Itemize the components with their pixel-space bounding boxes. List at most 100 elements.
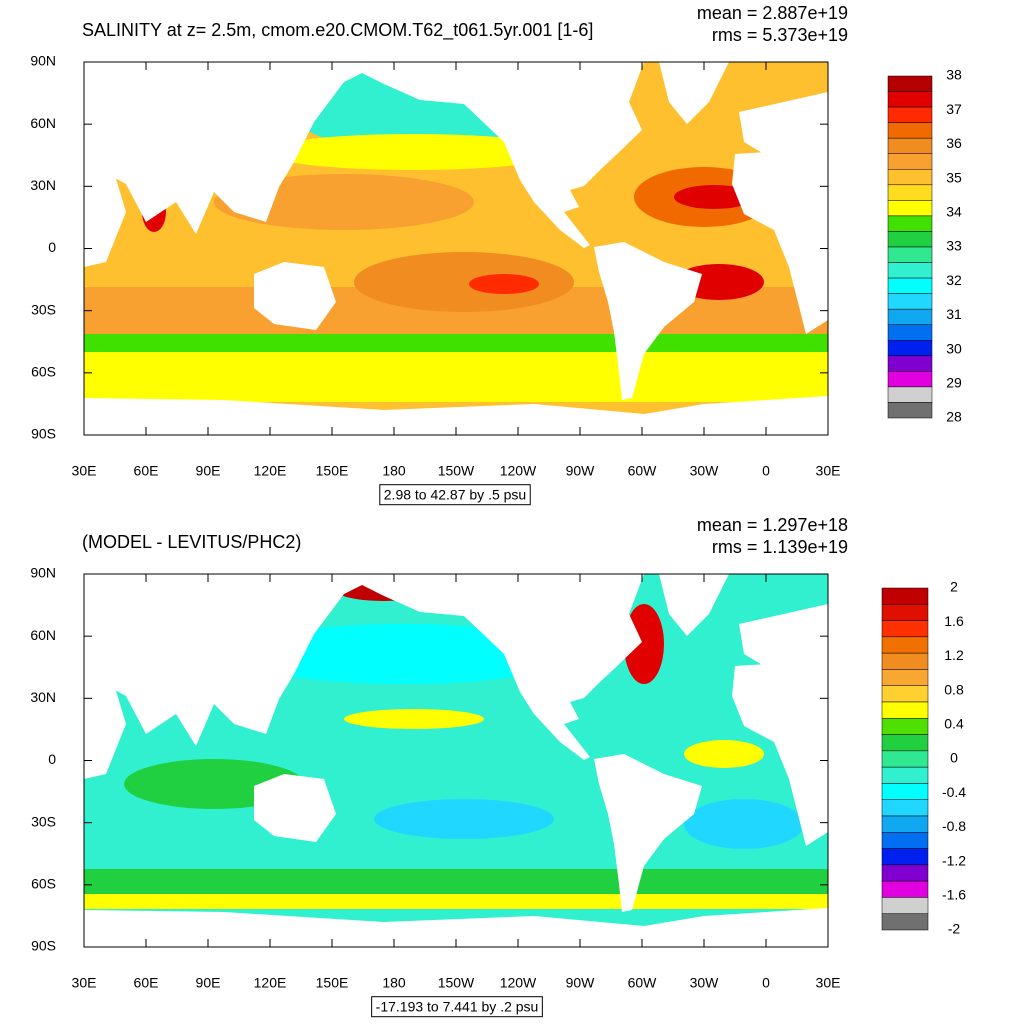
- contour-info-box: [379, 484, 531, 506]
- colorbar-label: 30: [946, 340, 962, 356]
- colorbar-box: [881, 669, 929, 686]
- colorbar-box: [881, 636, 929, 654]
- x-tick-label: 90E: [196, 463, 221, 479]
- colorbar-label: 1.2: [944, 647, 964, 663]
- x-tick-label: 180: [382, 463, 406, 479]
- contour-info: 2.98 to 42.87 by .5 psu: [379, 484, 531, 506]
- x-tick-label: 0: [762, 463, 770, 479]
- x-tick-label: 30W: [690, 463, 720, 479]
- colorbar-box: [881, 832, 929, 849]
- stat-text: mean = 1.297e+18: [697, 515, 848, 535]
- colorbar-box: [887, 200, 933, 217]
- colorbar-box: [887, 137, 933, 154]
- colorbar-box: [881, 897, 929, 914]
- colorbar-box: [881, 913, 929, 931]
- contour-info-text: 2.98 to 42.87 by .5 psu: [384, 487, 526, 503]
- x-tick-label: 120E: [254, 463, 287, 479]
- y-tick-label: 30N: [30, 689, 56, 705]
- ocean-patch: [264, 134, 564, 170]
- colorbar-box: [887, 91, 933, 108]
- x-tick-label: 150W: [438, 463, 475, 479]
- colorbar-box: [887, 324, 933, 341]
- colorbar-label: 31: [946, 306, 962, 322]
- colorbar-label: 33: [946, 238, 962, 254]
- stat-text: rms = 5.373e+19: [712, 25, 848, 45]
- colorbar-box: [887, 293, 933, 310]
- colorbar-box: [881, 783, 929, 800]
- colorbar-box: [887, 215, 933, 232]
- colorbar-label: 37: [946, 101, 962, 117]
- colorbar-label: 32: [946, 272, 962, 288]
- colorbar-label: -2: [948, 921, 961, 937]
- ocean-band: [84, 334, 828, 352]
- x-tick-label: 120W: [500, 463, 537, 479]
- contour-info-box: [371, 996, 543, 1018]
- contour-info: -17.193 to 7.441 by .2 psu: [371, 996, 543, 1018]
- y-tick-label: 0: [48, 239, 56, 255]
- colorbar-box: [887, 277, 933, 294]
- colorbar-box: [881, 848, 929, 866]
- colorbar-label: 29: [946, 375, 962, 391]
- colorbar-label: 0.8: [944, 681, 964, 697]
- x-tick-label: 90W: [566, 975, 596, 991]
- colorbar-box: [887, 231, 933, 248]
- stat-text: rms = 1.139e+19: [712, 537, 848, 557]
- x-tick-label: 30E: [72, 463, 97, 479]
- colorbar-label: 2: [950, 579, 958, 595]
- colorbar-label: -1.2: [942, 852, 966, 868]
- colorbar-label: 36: [946, 135, 962, 151]
- ocean-patch: [684, 799, 804, 849]
- x-tick-label: 0: [762, 975, 770, 991]
- colorbar-box: [881, 799, 929, 817]
- ocean-patch: [354, 252, 574, 312]
- ocean-patch: [469, 274, 539, 294]
- colorbar-box: [887, 184, 933, 201]
- panel-title: SALINITY at z= 2.5m, cmom.e20.CMOM.T62_t…: [82, 20, 593, 41]
- colorbar-box: [881, 587, 929, 605]
- y-tick-label: 90N: [30, 53, 56, 69]
- ocean-patch: [684, 740, 764, 768]
- y-tick-label: 0: [48, 751, 56, 767]
- colorbar-label: 28: [946, 409, 962, 425]
- colorbar-label: 0: [950, 750, 958, 766]
- x-tick-label: 30E: [816, 463, 841, 479]
- x-tick-label: 180: [382, 975, 406, 991]
- x-tick-label: 120W: [500, 975, 537, 991]
- x-tick-label: 30E: [72, 975, 97, 991]
- x-tick-label: 150E: [316, 463, 349, 479]
- colorbar-box: [887, 153, 933, 170]
- colorbar-box: [881, 604, 929, 621]
- colorbar-box: [887, 122, 933, 139]
- x-tick-label: 90E: [196, 975, 221, 991]
- colorbar-box: [887, 371, 933, 388]
- colorbar-label: 34: [946, 204, 962, 220]
- y-tick-label: 30N: [30, 177, 56, 193]
- ocean-patch: [344, 709, 484, 729]
- colorbar-box: [881, 701, 929, 719]
- colorbar-box: [887, 340, 933, 357]
- colorbar-box: [881, 685, 929, 703]
- colorbar-box: [887, 402, 933, 419]
- stat-text: mean = 2.887e+19: [697, 3, 848, 23]
- panel-title: (MODEL - LEVITUS/PHC2): [82, 532, 301, 552]
- ocean-patch: [214, 174, 474, 230]
- ocean-band: [84, 894, 828, 909]
- x-tick-label: 60E: [134, 975, 159, 991]
- colorbar-box: [887, 246, 933, 263]
- y-tick-label: 30S: [31, 813, 56, 829]
- map: [84, 62, 828, 435]
- colorbar-label: -0.4: [942, 784, 966, 800]
- colorbar-box: [881, 750, 929, 768]
- colorbar-box: [881, 734, 929, 752]
- ocean-patch: [374, 799, 554, 839]
- y-tick-label: 60S: [31, 364, 56, 380]
- colorbar-box: [881, 766, 929, 784]
- x-tick-label: 90W: [566, 463, 596, 479]
- y-tick-label: 90S: [31, 426, 56, 442]
- colorbar-box: [881, 620, 929, 638]
- colorbar-label: 38: [946, 67, 962, 83]
- colorbar-box: [881, 864, 929, 882]
- colorbar-label: 35: [946, 169, 962, 185]
